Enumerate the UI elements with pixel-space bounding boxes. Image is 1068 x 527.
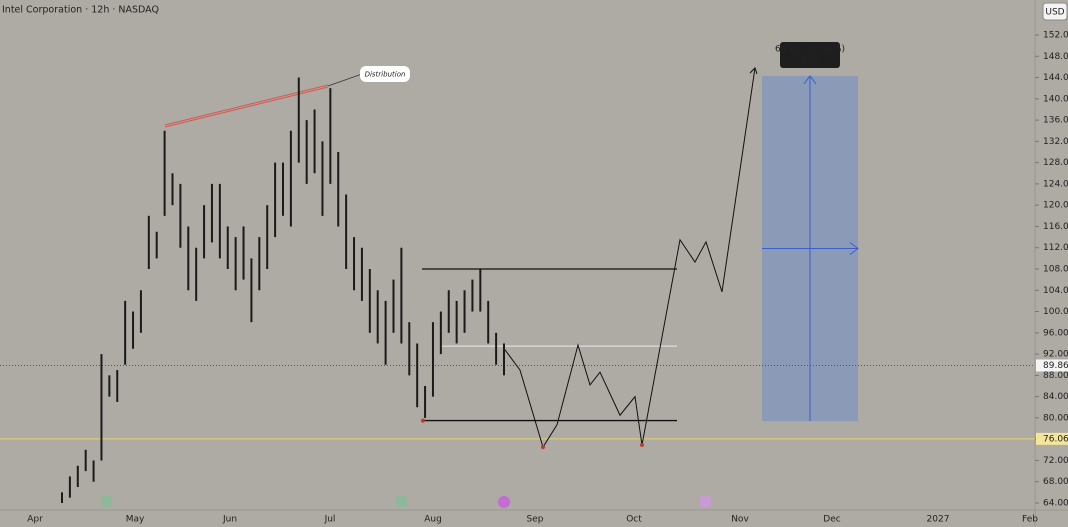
measure-label-box xyxy=(780,41,840,68)
dividend-icon[interactable] xyxy=(498,496,510,508)
event-icons xyxy=(101,496,711,508)
y-tick-label: 116.00 xyxy=(1043,222,1068,232)
x-tick-label: Jun xyxy=(222,515,237,525)
y-tick-label: 144.00 xyxy=(1043,73,1068,83)
measure-arrow-head xyxy=(849,242,859,255)
y-tick-label: 140.00 xyxy=(1043,94,1068,104)
trendline xyxy=(164,84,329,126)
y-tick-label: 64.00 xyxy=(1043,499,1068,509)
last-price-label: 89.86 xyxy=(1043,361,1068,371)
y-tick-label: 68.00 xyxy=(1043,477,1068,487)
x-tick-label: 2027 xyxy=(927,515,950,525)
y-tick-label: 84.00 xyxy=(1043,392,1068,402)
chart-title: Intel Corporation · 12h · NASDAQ xyxy=(2,5,159,16)
x-tick-label: Sep xyxy=(527,515,544,525)
callout-box xyxy=(360,66,410,82)
y-tick-label: 128.00 xyxy=(1043,158,1068,168)
earnings-icon[interactable] xyxy=(396,496,407,507)
marked-price-label: 76.06 xyxy=(1043,434,1068,444)
callout-text: Distribution xyxy=(365,71,406,79)
projection-path xyxy=(504,67,756,449)
x-tick-label: May xyxy=(126,515,145,525)
currency-box[interactable] xyxy=(1042,2,1068,21)
y-tick-label: 72.00 xyxy=(1043,456,1068,466)
trendline xyxy=(164,86,329,128)
x-tick-label: Aug xyxy=(424,515,442,525)
y-tick-label: 152.00 xyxy=(1043,31,1068,41)
y-tick-label: 92.00 xyxy=(1043,350,1068,360)
y-tick-label: 132.00 xyxy=(1043,137,1068,147)
y-tick-label: 88.00 xyxy=(1043,371,1068,381)
last-price-box xyxy=(1036,359,1068,372)
x-tick-label: Oct xyxy=(626,515,642,525)
y-tick-label: 104.00 xyxy=(1043,286,1068,296)
y-tick-label: 120.00 xyxy=(1043,201,1068,211)
measure-change: 64.92 (81.98%) xyxy=(775,44,845,54)
x-tick-label: Apr xyxy=(27,515,43,525)
y-tick-label: 124.00 xyxy=(1043,179,1068,189)
measure-duration: 29d xyxy=(801,56,818,66)
y-tick-label: 112.00 xyxy=(1043,243,1068,253)
pivot-dot xyxy=(640,443,644,448)
projection-arrow xyxy=(749,67,758,75)
earnings-icon[interactable] xyxy=(101,496,112,507)
earnings-icon[interactable] xyxy=(700,496,711,507)
marked-price-box xyxy=(1036,432,1068,445)
pivot-dot xyxy=(541,445,545,450)
y-tick-label: 80.00 xyxy=(1043,413,1068,423)
y-tick-label: 108.00 xyxy=(1043,265,1068,275)
currency: USD xyxy=(1045,8,1064,18)
callout-line xyxy=(327,73,363,87)
pivot-dot xyxy=(421,418,425,423)
x-tick-label: Jul xyxy=(324,515,336,525)
y-tick-label: 136.00 xyxy=(1043,116,1068,126)
y-tick-label: 100.00 xyxy=(1043,307,1068,317)
x-tick-label: Dec xyxy=(823,515,840,525)
measure-arrow-head xyxy=(803,75,817,85)
x-tick-label: Nov xyxy=(731,515,749,525)
y-tick-label: 96.00 xyxy=(1043,328,1068,338)
y-tick-label: 148.00 xyxy=(1043,52,1068,62)
x-tick-label: Feb xyxy=(1022,515,1038,525)
